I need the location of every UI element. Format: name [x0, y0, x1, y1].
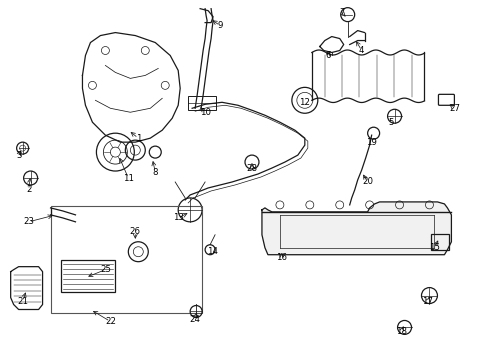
- Text: 3: 3: [16, 150, 21, 159]
- Text: 18: 18: [395, 327, 406, 336]
- Bar: [50, 206, 202, 314]
- Text: 12: 12: [299, 98, 310, 107]
- Text: 20: 20: [362, 177, 372, 186]
- Text: 17: 17: [421, 297, 432, 306]
- Text: 22: 22: [104, 317, 116, 326]
- Text: 10: 10: [199, 108, 210, 117]
- Text: 2: 2: [26, 185, 31, 194]
- Text: 19: 19: [366, 138, 376, 147]
- Text: 27: 27: [448, 104, 459, 113]
- Text: 4: 4: [358, 46, 364, 55]
- Text: 26: 26: [129, 227, 141, 236]
- Text: 16: 16: [276, 253, 287, 262]
- Text: 15: 15: [428, 243, 439, 252]
- Bar: [61, 260, 115, 292]
- Text: 21: 21: [17, 297, 28, 306]
- Text: 9: 9: [217, 21, 223, 30]
- Text: 24: 24: [189, 315, 200, 324]
- Text: 25: 25: [100, 265, 111, 274]
- Bar: [188, 96, 216, 110]
- Text: 28: 28: [246, 163, 257, 172]
- Text: 14: 14: [206, 247, 217, 256]
- Text: 11: 11: [122, 174, 134, 183]
- Text: 6: 6: [325, 51, 330, 60]
- Text: 13: 13: [172, 213, 183, 222]
- Text: 5: 5: [388, 118, 393, 127]
- Text: 23: 23: [23, 217, 34, 226]
- Text: 1: 1: [135, 134, 141, 143]
- Bar: [430, 234, 448, 250]
- Text: 8: 8: [152, 167, 158, 176]
- Text: 7: 7: [338, 8, 344, 17]
- Polygon shape: [262, 202, 450, 255]
